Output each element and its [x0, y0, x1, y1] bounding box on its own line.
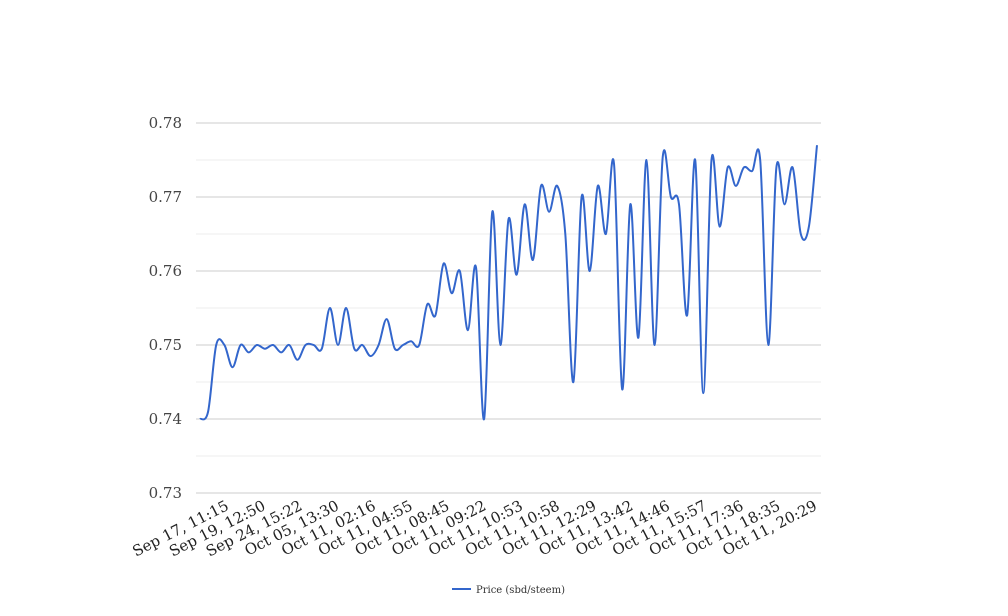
grid-lines	[196, 122, 821, 494]
y-tick-label: 0.75	[149, 336, 182, 354]
y-tick-label: 0.76	[149, 262, 182, 280]
y-tick-label: 0.74	[149, 410, 182, 428]
legend-label: Price (sbd/steem)	[476, 585, 565, 596]
series-line	[199, 145, 818, 421]
y-tick-label: 0.77	[149, 188, 182, 206]
legend: Price (sbd/steem)	[452, 585, 565, 596]
y-axis-ticks: 0.73 0.74 0.75 0.76 0.77 0.78	[149, 114, 182, 502]
y-tick-label: 0.78	[149, 114, 182, 132]
y-tick-label: 0.73	[149, 484, 182, 502]
series-group	[199, 145, 818, 421]
